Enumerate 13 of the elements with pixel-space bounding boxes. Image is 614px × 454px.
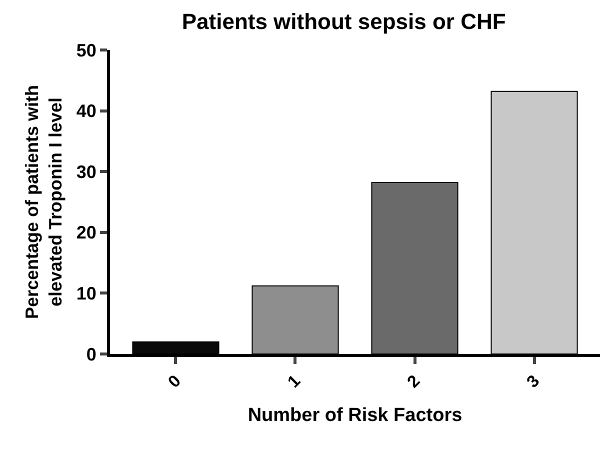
chart-title: Patients without sepsis or CHF (182, 9, 506, 34)
y-tick-label: 30 (76, 162, 96, 182)
y-axis-title: Percentage of patients with elevated Troponin I level (22, 84, 66, 320)
y-tick-label: 40 (76, 101, 96, 122)
x-tick-label: 3 (522, 371, 544, 392)
y-tick-label: 0 (86, 344, 96, 364)
y-tick-label: 50 (76, 40, 96, 60)
y-tick-label: 10 (76, 284, 96, 304)
x-tick-label: 0 (164, 371, 185, 392)
x-axis-title: Number of Risk Factors (248, 405, 462, 426)
x-tick-label: 2 (403, 371, 424, 392)
y-tick-label: 20 (76, 222, 96, 243)
x-tick-label: 1 (284, 371, 304, 392)
